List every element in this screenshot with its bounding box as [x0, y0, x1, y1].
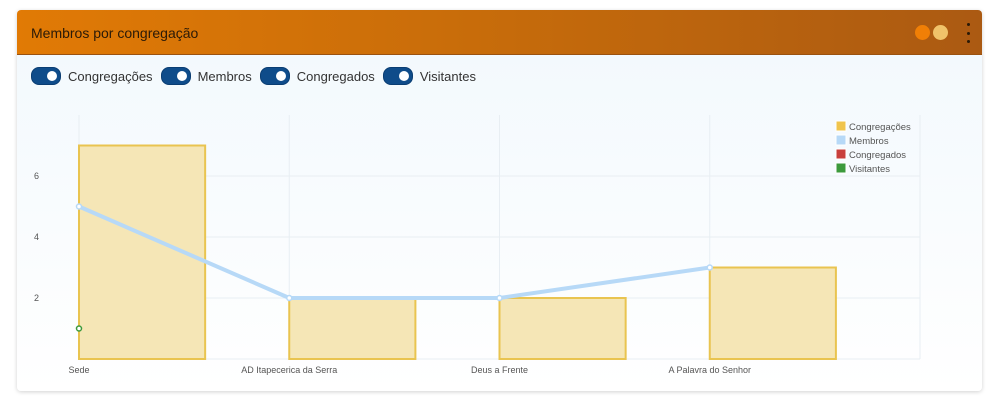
x-tick-label: AD Itapecerica da Serra [241, 365, 337, 375]
data-point-membros[interactable] [286, 294, 293, 302]
legend-swatch-congregados[interactable] [835, 148, 847, 160]
toggle-membros[interactable]: Membros [160, 67, 252, 85]
toggle-label: Congregados [296, 68, 375, 84]
x-tick-label: Deus a Frente [471, 365, 528, 375]
data-point-membros[interactable] [75, 203, 83, 210]
data-point-membros[interactable] [496, 294, 503, 302]
y-tick-label: 4 [34, 232, 39, 242]
legend-swatch-visitantes[interactable] [835, 162, 847, 174]
toggle-switch[interactable] [160, 67, 191, 85]
data-point-visitantes[interactable] [75, 325, 83, 332]
series-toggles: Congregações Membros Congregados Visitan… [31, 67, 484, 85]
legend-label-visitantes[interactable]: Visitantes [849, 164, 890, 175]
toggle-label: Membros [197, 68, 252, 84]
legend-label-membros[interactable]: Membros [849, 136, 889, 147]
y-tick-label: 2 [34, 293, 39, 303]
data-point-membros[interactable] [706, 264, 713, 271]
members-card: Membros por congregação Congregações Mem… [17, 10, 982, 391]
x-tick-label: A Palavra do Senhor [668, 365, 751, 375]
bar-congregações[interactable] [708, 266, 837, 360]
legend-swatch-membros[interactable] [835, 134, 847, 146]
legend-label-congregados[interactable]: Congregados [849, 150, 906, 161]
card-header: Membros por congregação [17, 10, 982, 55]
toggle-switch[interactable] [382, 67, 413, 85]
kebab-menu-icon[interactable] [963, 23, 973, 43]
card-title: Membros por congregação [31, 25, 199, 41]
members-chart: 2 4 6 Sede AD Itapecerica da Serra Deus a Fre… [34, 115, 921, 375]
toggle-switch[interactable] [31, 67, 61, 85]
bar-congregações[interactable] [498, 297, 627, 360]
y-tick-label: 6 [34, 171, 39, 181]
toggle-congregados[interactable]: Congregados [259, 67, 375, 85]
legend-label-congregações[interactable]: Congregações [849, 122, 911, 133]
yellow-dot-icon[interactable] [933, 25, 948, 40]
toggle-congregacoes[interactable]: Congregações [31, 67, 153, 85]
series-line-membros [78, 204, 711, 300]
legend-swatch-congregações[interactable] [835, 120, 847, 132]
toggle-label: Visitantes [419, 68, 476, 84]
bar-congregações[interactable] [288, 297, 417, 360]
orange-dot-icon[interactable] [915, 25, 930, 40]
toggle-label: Congregações [68, 68, 153, 84]
toggle-switch[interactable] [259, 67, 290, 85]
toggle-visitantes[interactable]: Visitantes [382, 67, 476, 85]
x-tick-label: Sede [68, 365, 89, 375]
